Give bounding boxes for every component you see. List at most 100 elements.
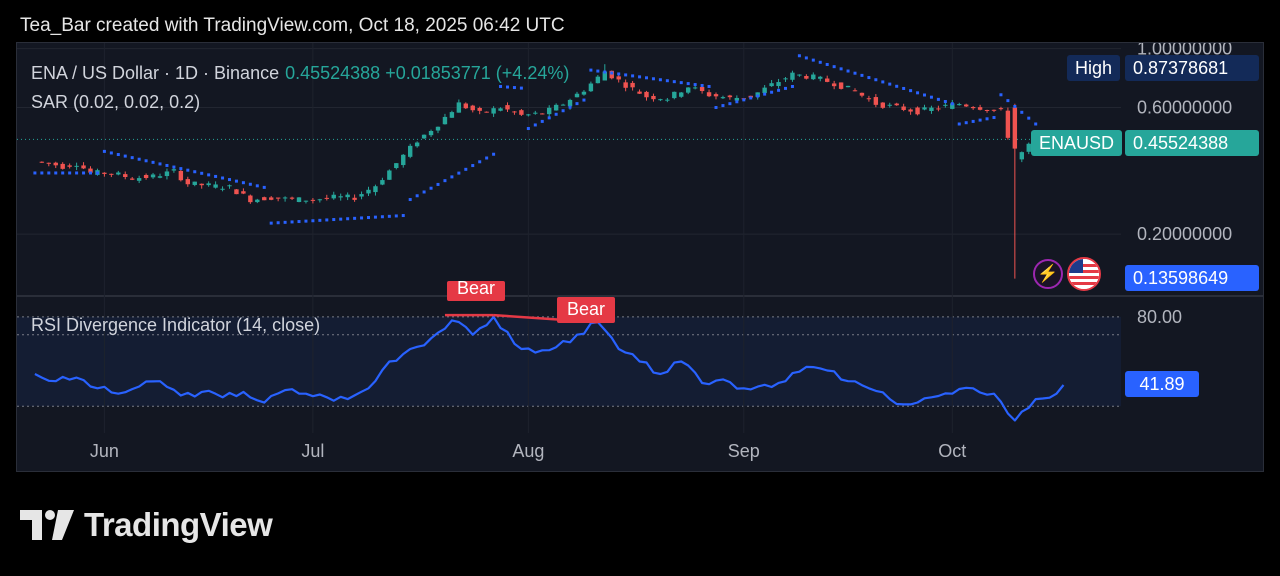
bear-label-2: Bear	[557, 297, 616, 323]
sar-dot	[936, 97, 940, 101]
sar-dot	[248, 182, 252, 186]
candle	[136, 175, 142, 184]
sar-dot	[68, 171, 72, 175]
candle	[74, 162, 79, 171]
sar-dot	[165, 163, 169, 167]
sar-dot	[825, 62, 829, 66]
sar-dot	[999, 93, 1003, 97]
candle	[491, 106, 496, 117]
candle	[401, 153, 406, 168]
sar-dot	[533, 123, 537, 127]
candle	[303, 200, 309, 204]
candle	[547, 105, 552, 118]
candle	[984, 109, 990, 113]
candle	[275, 197, 281, 202]
bear-label-1: Bear	[447, 279, 506, 301]
candle	[1012, 103, 1018, 279]
candle	[39, 161, 45, 163]
candle	[234, 189, 239, 195]
sar-dot	[193, 170, 197, 174]
candle	[442, 113, 448, 125]
sar-dot	[262, 185, 266, 189]
sar-dot	[394, 214, 398, 218]
candle	[178, 169, 184, 182]
candle	[324, 194, 329, 201]
rsi-legend[interactable]: RSI Divergence Indicator (14, close)	[31, 315, 321, 335]
candle	[435, 126, 441, 134]
candle	[553, 103, 559, 111]
sar-dot	[1027, 116, 1031, 120]
sar-dot	[839, 67, 843, 71]
sar-dot	[943, 100, 947, 104]
bolt-icon[interactable]: ⚡	[1033, 259, 1063, 289]
sar-dot	[137, 157, 141, 161]
sar-dot	[540, 119, 544, 123]
candle	[887, 102, 892, 108]
candle	[185, 176, 190, 187]
candle	[477, 106, 482, 115]
sar-dot	[735, 100, 739, 104]
candle	[929, 105, 934, 114]
candle	[581, 90, 587, 96]
tradingview-logo[interactable]: TradingView	[20, 505, 273, 545]
candle	[206, 181, 211, 187]
candle	[686, 87, 691, 95]
sar-dot	[874, 78, 878, 82]
sar-dot	[916, 91, 920, 95]
sar-dot	[429, 186, 433, 190]
sar-dot	[422, 190, 426, 194]
low-price-tag: 0.13598649	[1125, 265, 1259, 291]
us-flag-icon[interactable]	[1067, 257, 1101, 291]
sar-dot	[929, 95, 933, 99]
sar-legend[interactable]: SAR (0.02, 0.02, 0.2)	[31, 92, 201, 112]
candle	[470, 104, 475, 113]
tradingview-logo-text: TradingView	[84, 506, 273, 543]
high-price-tag: 0.87378681	[1125, 55, 1259, 81]
sar-dot	[95, 171, 99, 175]
sar-dot	[228, 178, 231, 182]
chart-panel[interactable]: 1.00000000 0.60000000 0.20000000 80.00 Jun Ju…	[16, 42, 1264, 472]
candle	[67, 163, 72, 169]
candle	[1005, 107, 1011, 140]
candle	[394, 163, 399, 170]
sar-dot	[401, 214, 405, 218]
sar-dot	[832, 65, 836, 69]
candle	[449, 110, 455, 118]
chart-canvas[interactable]: 1.00000000 0.60000000 0.20000000 80.00 Jun Ju…	[17, 43, 1263, 471]
sar-dot	[353, 216, 357, 220]
candle	[922, 104, 927, 111]
sar-dot	[631, 74, 635, 78]
sar-dot	[554, 112, 558, 116]
sar-dot	[75, 171, 79, 175]
sar-dot	[408, 198, 412, 202]
candle	[331, 191, 336, 200]
candle	[143, 173, 149, 180]
candle	[964, 103, 969, 108]
price-tick-label: 0.60000000	[1137, 97, 1232, 117]
candle	[130, 177, 135, 181]
candle	[60, 162, 65, 170]
candle	[873, 94, 879, 108]
candle	[310, 198, 316, 204]
sar-dot	[512, 86, 516, 90]
sar-dot	[818, 60, 822, 64]
candle	[102, 172, 107, 177]
symbol-legend[interactable]: ENA / US Dollar · 1D · Binance 0.45524388…	[31, 63, 569, 84]
candle	[289, 196, 295, 200]
candle	[255, 198, 260, 204]
sar-dot	[902, 86, 906, 90]
sar-dot	[784, 86, 787, 90]
candle	[588, 81, 594, 92]
sar-dot	[1034, 122, 1038, 126]
candle	[908, 108, 913, 115]
high-label: High	[1067, 55, 1121, 81]
candle	[943, 102, 948, 108]
price-tick-label: 1.00000000	[1137, 43, 1232, 59]
sar-dot	[241, 181, 245, 185]
candle	[157, 173, 163, 179]
candle	[109, 173, 114, 178]
sar-dot	[672, 80, 676, 84]
sar-dot	[380, 215, 384, 219]
candle	[991, 109, 997, 113]
sar-dot	[742, 98, 746, 102]
